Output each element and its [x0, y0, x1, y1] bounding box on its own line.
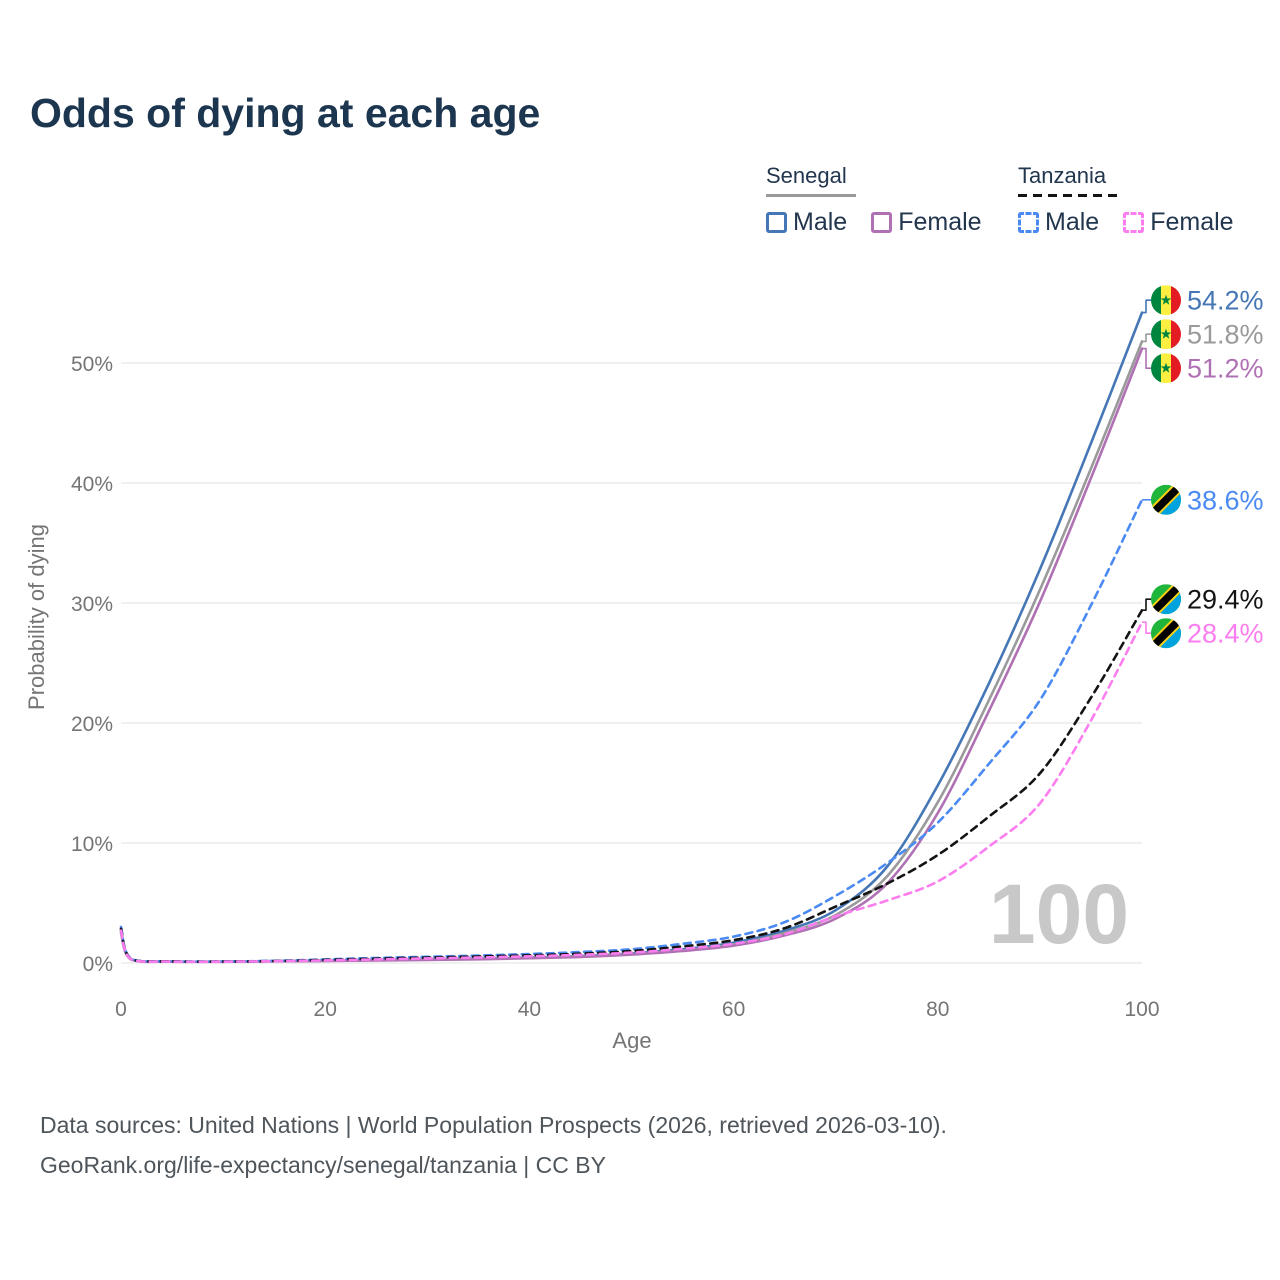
legend-label-tanzania-female: Female	[1150, 208, 1234, 236]
legend-underline-dashed	[1018, 194, 1121, 197]
legend-swatch-senegal-male	[766, 212, 787, 233]
series-line-sn-male	[119, 311, 1144, 963]
y-tick-label: 10%	[71, 833, 113, 856]
end-label-connector	[1142, 299, 1151, 314]
senegal-flag-icon	[1151, 353, 1181, 384]
x-tick-label: 80	[926, 998, 949, 1021]
page-title: Odds of dying at each age	[30, 90, 541, 136]
x-axis-title: Age	[612, 1028, 651, 1053]
end-label-connector	[1142, 621, 1151, 634]
legend-label-senegal-male: Male	[793, 208, 848, 236]
series-line-tz-male	[119, 498, 1144, 963]
end-label-sn-male: 54.2%	[1187, 286, 1264, 316]
y-tick-label: 20%	[71, 713, 113, 736]
legend-swatch-senegal-female	[871, 212, 893, 233]
end-label-connector	[1142, 333, 1151, 343]
x-tick-label: 60	[722, 998, 745, 1021]
end-label-connector	[1142, 347, 1151, 369]
x-tick-label: 40	[518, 998, 541, 1021]
footer-data-sources: Data sources: United Nations | World Pop…	[40, 1112, 947, 1138]
legend-swatch-tanzania-female	[1123, 212, 1145, 233]
end-label-tz-female: 28.4%	[1187, 619, 1264, 649]
senegal-flag-icon	[1151, 285, 1181, 316]
y-axis-title: Probability of dying	[24, 524, 49, 710]
end-label-sn-all: 51.8%	[1187, 320, 1264, 350]
footer: Data sources: United Nations | World Pop…	[40, 1105, 947, 1185]
y-tick-label: 50%	[71, 353, 113, 376]
y-tick-label: 0%	[83, 953, 113, 976]
legend-country-tanzania: Tanzania	[1018, 163, 1107, 188]
end-label-tz-male: 38.6%	[1187, 485, 1264, 515]
tanzania-flag-icon	[1151, 484, 1181, 515]
legend-country-senegal: Senegal	[766, 163, 847, 188]
end-label-connector	[1142, 598, 1151, 611]
legend-underline-solid	[766, 194, 856, 197]
legend-swatch-tanzania-male	[1018, 212, 1039, 233]
senegal-flag-icon	[1151, 319, 1181, 350]
y-tick-label: 40%	[71, 473, 113, 496]
age-counter-watermark: 100	[989, 867, 1129, 961]
legend-label-tanzania-male: Male	[1045, 208, 1100, 236]
y-tick-label: 30%	[71, 593, 113, 616]
x-tick-label: 100	[1124, 998, 1159, 1021]
legend-group-tanzania: Tanzania Male Female	[1018, 163, 1252, 237]
x-tick-label: 0	[115, 998, 127, 1021]
tanzania-flag-icon	[1151, 584, 1181, 615]
footer-attribution: GeoRank.org/life-expectancy/senegal/tanz…	[40, 1152, 606, 1178]
legend-label-senegal-female: Female	[898, 208, 982, 236]
end-label-sn-female: 51.2%	[1187, 354, 1264, 384]
series-line-tz-female	[119, 620, 1144, 964]
end-label-tz-all: 29.4%	[1187, 585, 1264, 615]
x-tick-label: 20	[314, 998, 337, 1021]
legend-group-senegal: Senegal Male Female	[766, 163, 1000, 237]
tanzania-flag-icon	[1151, 618, 1181, 649]
